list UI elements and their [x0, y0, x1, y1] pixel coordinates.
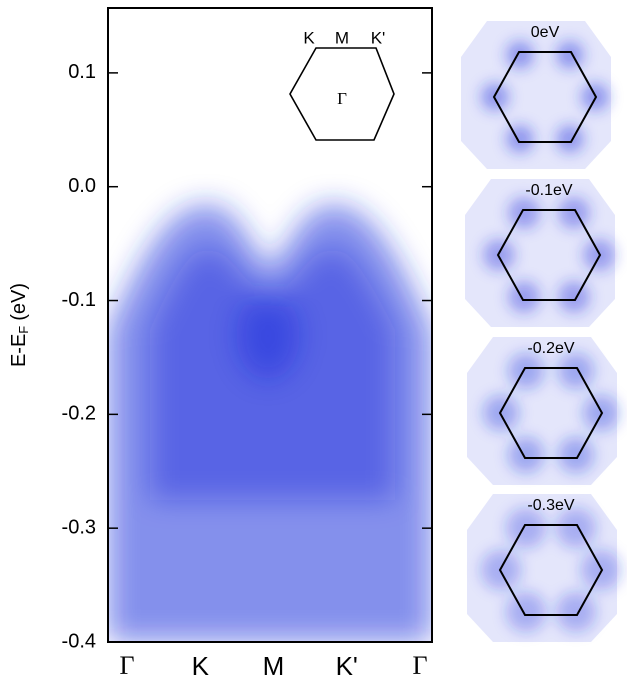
panel-intensity — [483, 353, 619, 473]
x-tick-label: Γ — [119, 651, 134, 680]
y-tick-label: -0.1 — [62, 289, 96, 311]
x-tick-label: Γ — [412, 651, 427, 680]
intensity-spot — [558, 281, 590, 313]
intensity-spot — [508, 197, 540, 229]
x-tick-label: K' — [336, 651, 358, 681]
panel-label: -0.2eV — [527, 340, 574, 357]
x-tick-label: K — [192, 651, 210, 681]
cut-panel: 0eV — [461, 21, 611, 169]
intensity-spot — [506, 592, 546, 632]
intensity-spot — [508, 437, 544, 473]
panel-intensity — [481, 508, 621, 632]
intensity-spot — [506, 125, 534, 153]
inset-center-label: Γ — [337, 89, 347, 108]
plot-frame — [107, 7, 433, 643]
intensity-spot — [558, 197, 590, 229]
intensity-spot — [556, 41, 584, 69]
y-label-main: E-E — [8, 334, 30, 367]
panel-label: 0eV — [531, 24, 560, 41]
cut-panel: -0.3eV — [467, 494, 621, 642]
y-axis-label: E-EF (eV) — [8, 283, 31, 367]
panel-label: -0.3eV — [527, 497, 574, 514]
y-tick-label: -0.2 — [62, 403, 96, 425]
intensity-spot — [558, 353, 594, 389]
intensity-map — [108, 8, 432, 642]
inset-label: K' — [371, 28, 386, 47]
intensity-spot — [508, 353, 544, 389]
intensity-spot — [556, 508, 596, 548]
y-tick-label: -0.4 — [62, 630, 96, 652]
intensity-spot — [506, 508, 546, 548]
bz-hexagon — [492, 51, 598, 143]
bz-hexagon — [498, 524, 604, 616]
inset-label: M — [335, 28, 349, 47]
x-tick-label: M — [263, 651, 285, 681]
bz-hexagon — [498, 367, 604, 459]
y-label-sub: F — [16, 326, 31, 334]
inset-label: K — [303, 28, 315, 47]
cut-panel: -0.2eV — [467, 337, 619, 485]
intensity-spot — [556, 125, 584, 153]
bz-hexagon — [496, 209, 602, 301]
panel-label: -0.1eV — [525, 182, 572, 199]
intensity-spot — [508, 281, 540, 313]
intensity-spot — [506, 41, 534, 69]
bz-inset — [289, 47, 395, 141]
y-label-unit: (eV) — [8, 283, 30, 321]
y-tick-label: -0.3 — [62, 516, 96, 538]
intensity-spot — [556, 592, 596, 632]
intensity-spot — [558, 437, 594, 473]
cut-panel: -0.1eV — [465, 179, 615, 327]
y-tick-label: 0.0 — [68, 175, 96, 197]
y-tick-label: 0.1 — [68, 61, 96, 83]
